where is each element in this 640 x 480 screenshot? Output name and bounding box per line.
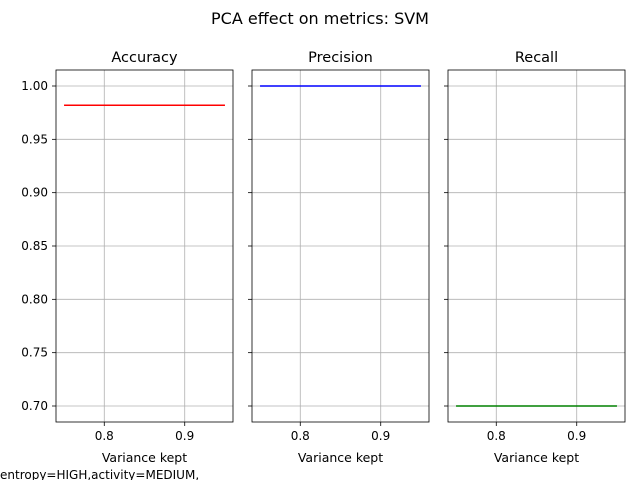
- subplot-title: Recall: [515, 50, 558, 66]
- y-tick-label: 0.95: [21, 132, 48, 146]
- x-tick-label: 0.8: [291, 429, 310, 443]
- x-tick-label: 0.9: [175, 429, 194, 443]
- x-tick-label: 0.9: [567, 429, 586, 443]
- x-tick-label: 0.8: [95, 429, 114, 443]
- x-axis-label: Variance kept: [298, 450, 383, 465]
- chart-suptitle: PCA effect on metrics: SVM: [211, 9, 429, 28]
- subplot-recall: 0.8 0.9 Recall Variance kept: [444, 50, 626, 465]
- y-tick-label: 0.85: [21, 239, 48, 253]
- subplot-title: Accuracy: [111, 50, 178, 66]
- y-tick-label: 0.80: [21, 292, 48, 306]
- subplot-accuracy: 0.70 0.75 0.80 0.85 0.90 0.95 1.00 0.8 0.9 Accura…: [21, 50, 234, 465]
- y-tick-label: 1.00: [21, 79, 48, 93]
- x-axis-label: Variance kept: [494, 450, 579, 465]
- subplot-title: Precision: [308, 50, 373, 66]
- x-tick-label: 0.8: [487, 429, 506, 443]
- y-tick-label: 0.70: [21, 399, 48, 413]
- subplot-precision: 0.8 0.9 Precision Variance kept: [248, 50, 430, 465]
- x-axis-label: Variance kept: [102, 450, 187, 465]
- chart-footnote: entropy=HIGH,activity=MEDIUM,: [0, 468, 199, 480]
- x-tick-label: 0.9: [371, 429, 390, 443]
- y-tick-label: 0.75: [21, 346, 48, 360]
- y-tick-label: 0.90: [21, 186, 48, 200]
